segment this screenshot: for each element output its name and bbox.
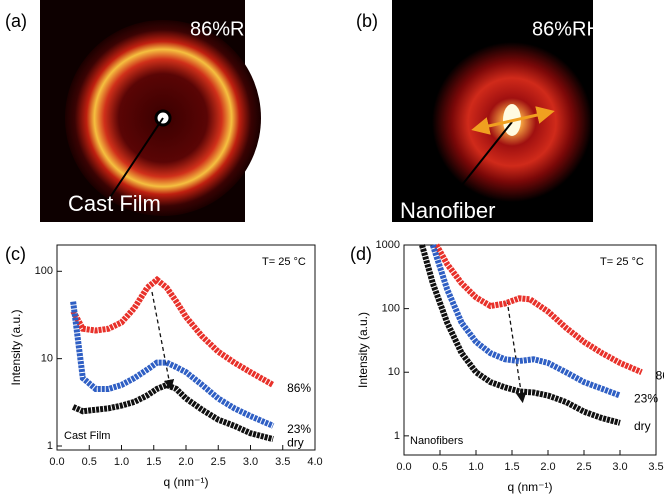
beam-stop-arm [104,117,164,206]
x-tick-label: 0.5 [432,461,447,473]
x-tick-label: 2.5 [211,456,226,468]
image-annotation: 86%RH [190,18,259,40]
y-tick-label: 100 [35,265,53,277]
x-tick-label: 2.0 [540,461,555,473]
annotation: T= 25 °C [600,256,644,268]
data-line [70,301,275,429]
x-tick-label: 0.5 [82,456,97,468]
series-label: 86% [287,381,311,395]
panel-label: (a) [5,11,27,31]
panel-label: (d) [350,244,372,264]
peak-shift-arrow [151,291,175,391]
panel-label: (c) [5,244,26,264]
y-tick-label: 10 [41,353,53,365]
x-tick-label: 2.0 [178,456,193,468]
x-tick-label: 3.0 [612,461,627,473]
x-tick-label: 0.0 [396,461,411,473]
x-tick-label: 1.0 [468,461,483,473]
data-line [419,244,621,426]
annotation: Cast Film [64,430,110,442]
y-tick-label: 1000 [376,239,400,251]
series-label: dry [287,435,304,449]
y-axis-label: Intensity (a.u.) [9,309,23,385]
data-line [71,381,274,442]
y-tick-label: 1 [47,440,53,452]
orientation-arrow [471,106,555,135]
series-label: 86% [656,368,664,382]
y-tick-label: 1 [394,430,400,442]
series-label: dry [634,419,651,433]
panel-label: (b) [356,11,378,31]
annotation: T= 25 °C [262,256,306,268]
x-tick-label: 1.5 [504,461,519,473]
data-line [429,244,622,399]
series-label: 23% [287,422,311,436]
image-annotation: 86%RH [532,18,601,40]
x-tick-label: 1.5 [146,456,161,468]
x-tick-label: 3.0 [243,456,258,468]
x-tick-label: 3.5 [275,456,290,468]
peak-shift-arrow [506,299,527,404]
series-label: 23% [634,392,658,406]
x-tick-label: 3.5 [648,461,663,473]
y-tick-label: 10 [388,366,400,378]
image-caption: Nanofiber [400,198,495,223]
x-axis-label: q (nm⁻¹) [508,480,553,494]
annotation: Nanofibers [410,435,464,447]
image-caption: Cast Film [68,191,161,216]
x-axis-label: q (nm⁻¹) [164,475,209,489]
x-tick-label: 0.0 [49,456,64,468]
x-tick-label: 4.0 [307,456,322,468]
x-tick-label: 2.5 [576,461,591,473]
y-tick-label: 100 [382,303,400,315]
data-line [433,243,643,375]
plot-frame [56,244,316,451]
data-line [70,275,275,388]
plot-frame [403,244,657,456]
y-axis-label: Intensity (a.u.) [356,312,370,388]
x-tick-label: 1.0 [114,456,129,468]
